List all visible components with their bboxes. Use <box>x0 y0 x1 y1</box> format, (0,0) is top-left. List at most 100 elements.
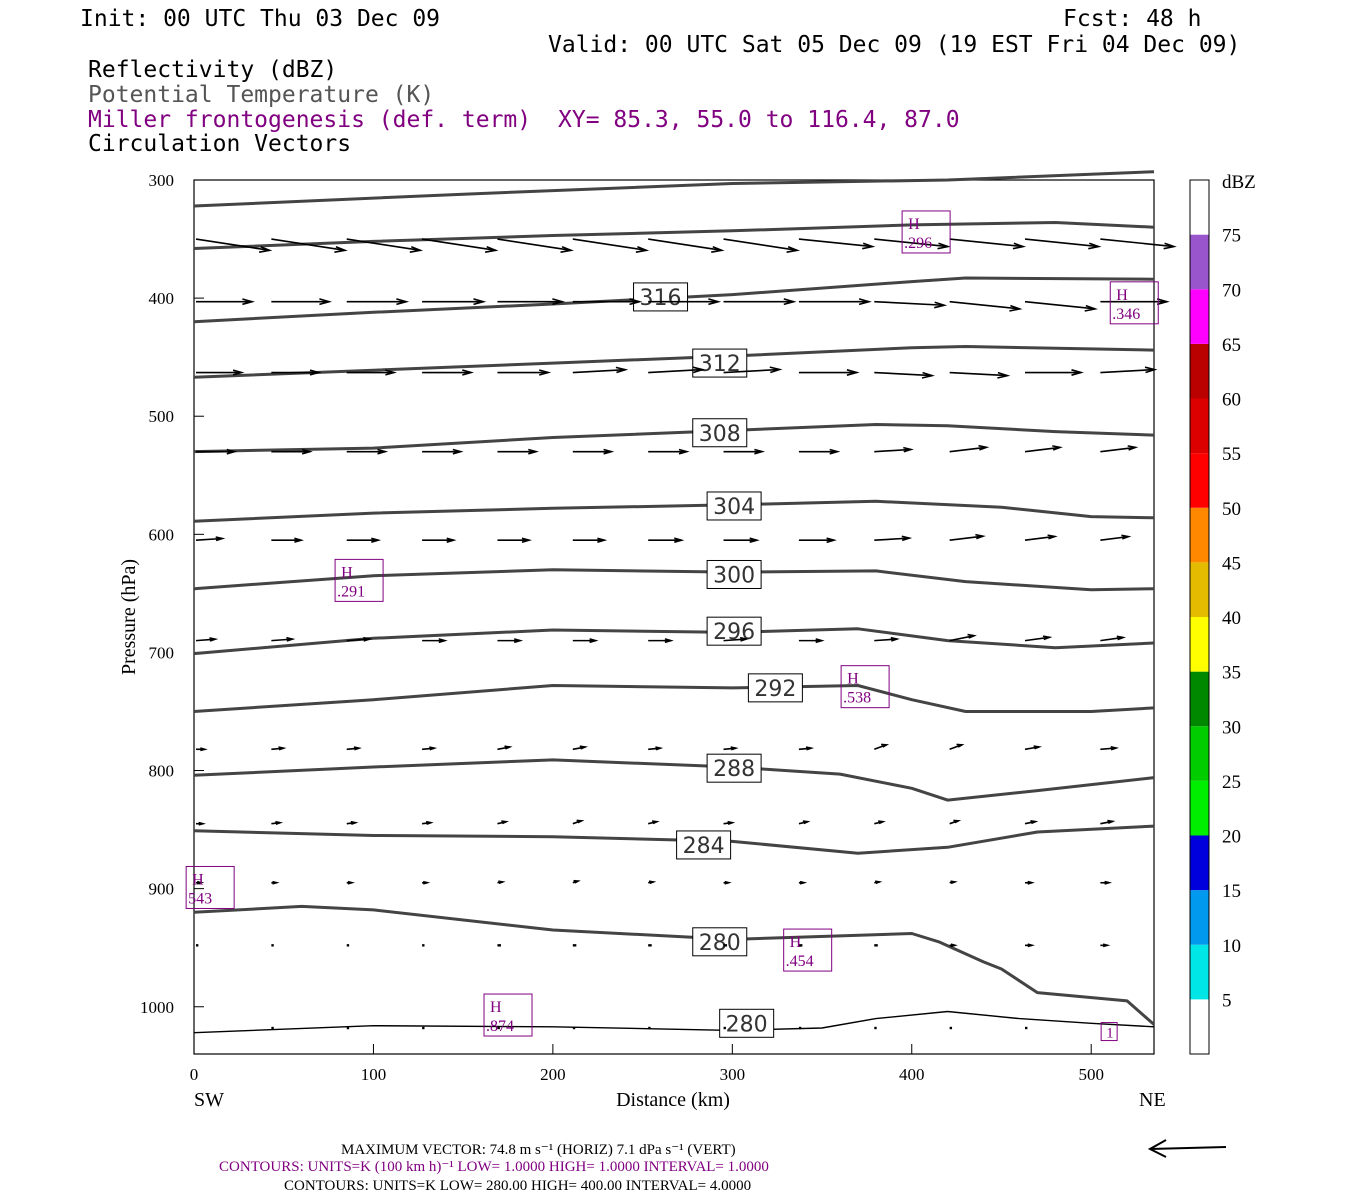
circulation-vector <box>421 238 499 253</box>
circulation-vector <box>1024 534 1058 542</box>
circulation-vector <box>798 746 815 751</box>
y-tick-label: 600 <box>149 525 175 544</box>
theta-contour-label-box <box>633 282 689 312</box>
colorbar-level-label: 70 <box>1222 280 1241 301</box>
frontogenesis-max-value: .346 <box>1112 306 1140 323</box>
circulation-vector <box>723 944 728 947</box>
y-tick-label: 500 <box>149 407 175 426</box>
theta-contour-label-box <box>706 491 762 521</box>
x-tick-label: 0 <box>190 1065 199 1084</box>
frontogenesis-title: Miller frontogenesis (def. term) <box>88 107 531 133</box>
x-tick-label: 100 <box>361 1065 387 1084</box>
frontogenesis-max-label: H .874 <box>483 993 533 1037</box>
colorbar-level-label: 60 <box>1222 390 1241 411</box>
y-tick-label: 300 <box>149 171 175 190</box>
circulation-vector <box>195 238 273 253</box>
circulation-vector <box>723 448 766 455</box>
circulation-vector <box>798 369 860 376</box>
y-tick-label: 400 <box>149 289 175 308</box>
frontogenesis-max-symbol: H <box>192 871 204 888</box>
frontogenesis-max-value: .454 <box>786 953 814 970</box>
circulation-vector <box>798 820 811 825</box>
colorbar-swatch <box>1190 726 1209 781</box>
theta-contour-label: 296 <box>713 620 755 645</box>
colorbar-swatch <box>1190 617 1209 672</box>
colorbar-level-label: 35 <box>1222 663 1241 684</box>
y-tick-label: 900 <box>149 880 175 899</box>
circulation-vector <box>497 238 574 253</box>
colorbar-swatch <box>1190 780 1209 836</box>
colorbar-swatch <box>1190 453 1209 508</box>
theta-contour-line <box>193 627 1155 656</box>
circulation-vector <box>422 880 431 885</box>
colorbar-swatch <box>1190 398 1209 454</box>
colorbar-level-label: 25 <box>1222 772 1241 793</box>
theta-contour-label: 300 <box>713 563 755 588</box>
circulation-vector <box>874 238 951 250</box>
circulation-vector <box>196 448 238 455</box>
circulation-vector <box>874 300 948 309</box>
frontogenesis-max-value: .296 <box>904 235 932 252</box>
circulation-vector <box>346 636 373 642</box>
theta-contour-line <box>193 170 1155 208</box>
circulation-vector <box>422 369 475 376</box>
circulation-vector <box>723 537 760 543</box>
circulation-vector <box>648 820 660 825</box>
colorbar-swatch <box>1190 343 1209 399</box>
frontogenesis-max-value: .291 <box>337 583 365 600</box>
circulation-vector <box>271 944 274 947</box>
circulation-vector <box>346 820 359 825</box>
circulation-vector <box>1024 745 1042 751</box>
colorbar-level-label: 65 <box>1222 335 1241 356</box>
circulation-vector <box>874 446 914 453</box>
colorbar-swatch <box>1190 562 1209 617</box>
circulation-vector <box>196 821 206 826</box>
circulation-vector <box>572 298 643 306</box>
circulation-vector <box>723 746 739 751</box>
valid-time: Valid: 00 UTC Sat 05 Dec 09 (19 EST Fri … <box>548 32 1240 58</box>
circulation-vector <box>422 448 464 455</box>
colorbar-swatch <box>1190 234 1209 290</box>
frontogenesis-max-label: H .346 <box>1109 281 1159 325</box>
colorbar-level-label: 50 <box>1222 499 1241 520</box>
circulation-vector <box>874 880 883 885</box>
circulation-vector <box>346 880 355 885</box>
circulation-vector <box>1025 1026 1028 1030</box>
circulation-vector <box>572 448 615 455</box>
circulation-vector <box>798 298 872 306</box>
circulation-vector <box>497 369 552 376</box>
theta-contour-label: 280 <box>726 1012 768 1037</box>
theta-contour-label-box <box>692 927 748 957</box>
theta-contour-label: 284 <box>683 834 725 859</box>
circulation-vector <box>422 1026 425 1030</box>
circulation-vector <box>648 746 664 751</box>
circulation-vector <box>723 880 732 885</box>
circulation-vector <box>196 369 245 376</box>
circulation-vector <box>1024 635 1053 642</box>
x-axis-sw-label: SW <box>194 1089 224 1111</box>
colorbar-swatch <box>1190 671 1209 727</box>
circulation-vector <box>271 636 296 642</box>
theta-contour-label: 308 <box>699 422 741 447</box>
circulation-vector <box>572 879 581 884</box>
circulation-vector <box>1100 880 1113 885</box>
colorbar-level-label: 55 <box>1222 444 1241 465</box>
circulation-vector <box>648 537 685 543</box>
circulation-vector <box>798 448 841 455</box>
reflectivity-title: Reflectivity (dBZ) <box>88 57 337 83</box>
circulation-vector <box>497 1026 500 1030</box>
circulation-vector <box>1025 880 1035 885</box>
circulation-vector <box>874 820 886 825</box>
circulation-vector <box>422 537 457 543</box>
circulation-vector <box>1025 369 1084 376</box>
circulation-vector <box>949 880 958 885</box>
circulation-vector <box>422 638 448 644</box>
circulation-vector <box>874 371 935 379</box>
frontogenesis-max-symbol: H <box>490 999 502 1016</box>
circulation-vector <box>1024 820 1039 825</box>
frontogenesis-max-value: 543 <box>188 890 212 907</box>
theta-contour-label-box <box>676 830 732 860</box>
circulation-vector <box>949 371 1011 379</box>
frontogenesis-contour-note: CONTOURS: UNITS=K (100 km h)⁻¹ LOW= 1.00… <box>219 1159 769 1175</box>
